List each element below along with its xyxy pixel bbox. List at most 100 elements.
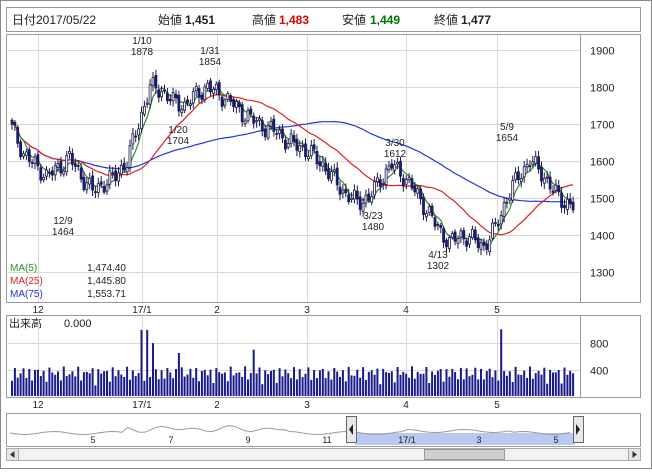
candle-down: [436, 223, 440, 226]
volume-bar: [252, 349, 255, 396]
candle-up: [499, 214, 503, 225]
candle-up: [396, 161, 400, 165]
volume-bar: [192, 377, 195, 396]
candle-down: [344, 189, 348, 194]
candle-up: [519, 178, 523, 183]
volume-bar: [526, 377, 529, 396]
candle-down: [292, 135, 296, 142]
candle-down: [275, 133, 279, 135]
candle-up: [119, 164, 123, 175]
volume-bar: [267, 374, 270, 396]
high-value: 1,483: [279, 13, 309, 27]
annotation-value: 1480: [362, 222, 385, 233]
candle-down: [154, 75, 158, 89]
volume-bar: [425, 367, 428, 396]
volume-bar: [94, 385, 97, 396]
volume-bar: [293, 367, 295, 396]
candle-down: [50, 170, 54, 176]
volume-bar: [454, 372, 457, 396]
volume-bar: [422, 373, 425, 396]
date-axis-top: 12 17/1 2 3 4 5: [32, 305, 500, 316]
candle-up: [525, 163, 529, 168]
candle-up: [329, 171, 333, 181]
volume-bar: [106, 370, 108, 396]
volume-bar: [249, 373, 252, 396]
candle-down: [540, 166, 543, 182]
candle-down: [358, 196, 362, 210]
volume-bar: [59, 380, 62, 396]
candle-up: [393, 164, 397, 171]
volume-bar: [408, 377, 411, 396]
price-grid: [8, 35, 580, 302]
candle-up: [42, 176, 45, 181]
candle-down: [473, 229, 477, 241]
volume-bar: [103, 371, 106, 396]
overview-right-handle[interactable]: [573, 416, 584, 443]
horizontal-scrollbar[interactable]: [6, 448, 641, 461]
candle-up: [298, 145, 302, 153]
volume-bar: [146, 329, 149, 396]
volume-bar: [137, 373, 140, 396]
volume-bar: [411, 366, 413, 396]
volume-bar: [413, 378, 416, 396]
candle-down: [186, 99, 189, 104]
volume-bar: [275, 382, 278, 396]
volume-bar: [48, 367, 51, 396]
volume-bar: [428, 383, 431, 396]
candle-down: [94, 191, 97, 194]
volume-bar: [572, 373, 575, 396]
volume-bar: [287, 373, 290, 396]
candle-down: [73, 163, 77, 167]
open-label: 始値: [158, 12, 182, 27]
volume-bar: [241, 376, 244, 396]
candle-up: [96, 183, 100, 193]
candle-down: [91, 175, 94, 191]
volume-bar: [88, 373, 91, 396]
candle-down: [157, 89, 161, 98]
candle-up: [373, 181, 377, 196]
volume-bar: [195, 368, 198, 396]
candle-down: [367, 193, 371, 201]
volume-bar: [215, 368, 218, 396]
candle-down: [79, 167, 83, 180]
ma-legend-value: 1,474.40: [87, 263, 126, 274]
candle-down: [13, 121, 17, 126]
scrollbar-track[interactable]: [6, 448, 641, 461]
candle-up: [306, 156, 310, 160]
volume-bar: [511, 382, 514, 396]
volume-bar: [488, 368, 491, 396]
volume-bar: [445, 369, 448, 396]
candle-up: [289, 133, 293, 145]
candle-up: [56, 163, 60, 168]
scrollbar-thumb[interactable]: [424, 449, 505, 460]
volume-bar: [74, 376, 77, 396]
volume-bar: [19, 373, 22, 396]
volume-bar: [295, 379, 298, 396]
volume-bar: [198, 381, 200, 396]
candle-down: [548, 176, 552, 190]
price-y-axis: 1900 1800 1700 1600 1500 1400 1300: [590, 46, 614, 280]
candle-down: [445, 239, 448, 248]
annotation-date: 1/20: [168, 125, 188, 136]
volume-y-axis: 800 400: [590, 339, 608, 378]
volume-bar: [439, 369, 442, 396]
volume-bar: [560, 383, 563, 396]
volume-bar: [154, 369, 157, 396]
candle-down: [71, 152, 74, 165]
candle-down: [557, 185, 561, 193]
volume-bar: [318, 370, 321, 396]
candle-down: [209, 80, 212, 93]
candle-up: [404, 179, 408, 185]
candle-down: [177, 95, 181, 112]
volume-tick-label: 400: [590, 366, 608, 378]
ma-legend-label: MA(5): [10, 263, 37, 274]
candle-up: [137, 128, 141, 136]
candle-down: [240, 104, 244, 123]
overview-left-handle[interactable]: [346, 416, 357, 443]
price-tick-label: 1400: [590, 231, 614, 243]
candle-down: [312, 144, 316, 150]
candle-down: [19, 141, 23, 158]
candle-down: [410, 178, 414, 189]
